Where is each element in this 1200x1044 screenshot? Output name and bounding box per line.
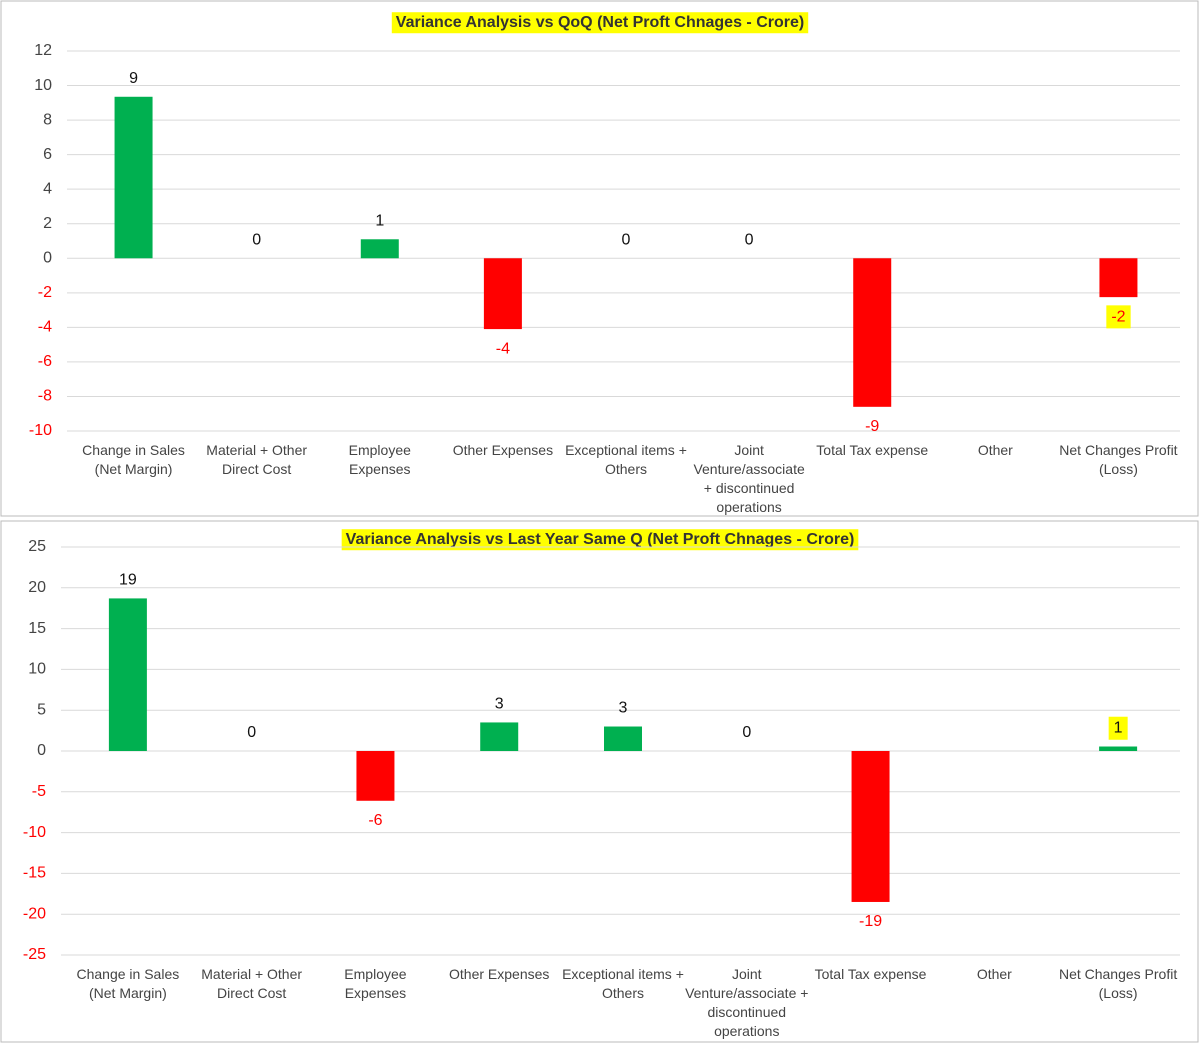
value-label: 0 [252, 231, 261, 248]
y-tick-label: 0 [37, 742, 46, 759]
bar [108, 598, 147, 751]
y-tick-label: 5 [37, 701, 46, 718]
bar [851, 751, 890, 902]
y-tick-label: -10 [23, 824, 46, 841]
bar [114, 96, 153, 259]
value-label: -4 [496, 340, 510, 357]
x-tick-label-box: Other Expenses [449, 966, 550, 982]
value-label: 0 [247, 724, 256, 741]
x-tick-label: Total Tax expense [814, 966, 927, 982]
bar [483, 258, 522, 330]
value-label: -9 [865, 418, 879, 435]
x-tick-label-box: Employee Expenses [344, 966, 407, 1001]
bar [480, 722, 519, 751]
value-label: 1 [1114, 720, 1123, 737]
y-tick-label: 2 [43, 215, 52, 232]
value-label: 9 [129, 70, 138, 87]
bar [360, 239, 399, 259]
x-tick-label-box: Material + Other Direct Cost [206, 442, 308, 477]
x-tick-label: Other [976, 966, 1012, 982]
y-tick-label: -20 [23, 905, 46, 922]
value-label: 3 [619, 700, 628, 717]
bar [1099, 746, 1138, 751]
value-label: -2 [1111, 308, 1125, 325]
x-tick-label: Other Expenses [452, 442, 554, 458]
x-tick-label-box: Joint Venture/associate + discontinued o… [693, 442, 805, 515]
x-tick-label: Change in Sales (Net Margin) [76, 966, 180, 1001]
x-tick-label: Material + Other Direct Cost [201, 966, 303, 1001]
bar [1099, 258, 1138, 298]
y-tick-label: 8 [43, 111, 52, 128]
y-tick-label: -5 [32, 783, 46, 800]
chart-title: Variance Analysis vs Last Year Same Q (N… [346, 531, 855, 548]
title-highlight [341, 529, 859, 551]
value-label-highlight [1108, 716, 1128, 740]
x-tick-label-box: Joint Venture/associate + discontinued o… [685, 966, 809, 1039]
x-tick-label-box: Employee Expenses [348, 442, 411, 477]
value-label: 1 [375, 212, 384, 229]
value-label: 0 [745, 231, 754, 248]
y-tick-label: 10 [28, 661, 46, 678]
y-tick-label: 10 [34, 77, 52, 94]
chart: Variance Analysis vs Last Year Same Q (N… [0, 520, 1199, 1043]
title-highlight [391, 12, 809, 34]
y-tick-label: -8 [38, 388, 52, 405]
y-tick-label: 20 [28, 579, 46, 596]
value-label: 0 [622, 231, 631, 248]
y-tick-label: 25 [28, 538, 46, 555]
y-tick-label: -6 [38, 353, 52, 370]
x-tick-label: Other [977, 442, 1013, 458]
x-tick-label-box: Net Changes Profit (Loss) [1058, 966, 1178, 1001]
x-tick-label: Exceptional items + Others [562, 966, 684, 1001]
y-tick-label: -15 [23, 865, 46, 882]
x-tick-label-box: Exceptional items + Others [562, 966, 684, 1001]
x-tick-label-box: Exceptional items + Others [565, 442, 687, 477]
x-tick-label-box: Change in Sales (Net Margin) [82, 442, 185, 477]
x-tick-label-box: Other Expenses [452, 442, 554, 458]
x-tick-label: Joint Venture/associate + discontinued o… [693, 442, 805, 515]
chart: Variance Analysis vs QoQ (Net Proft Chna… [0, 0, 1199, 517]
x-tick-label-box: Total Tax expense [816, 442, 929, 458]
x-tick-label: Employee Expenses [344, 966, 407, 1001]
value-label: 0 [742, 724, 751, 741]
bar [604, 726, 642, 751]
bar [853, 258, 892, 407]
value-label: 3 [495, 696, 504, 713]
x-tick-label: Joint Venture/associate + discontinued o… [685, 966, 809, 1039]
y-tick-label: 4 [43, 180, 52, 197]
x-tick-label-box: Material + Other Direct Cost [201, 966, 303, 1001]
x-tick-label: Other Expenses [449, 966, 550, 982]
chart-title: Variance Analysis vs QoQ (Net Proft Chna… [396, 14, 804, 31]
x-tick-label-box: Net Changes Profit (Loss) [1059, 442, 1178, 477]
x-tick-label: Exceptional items + Others [565, 442, 687, 477]
value-label: 19 [119, 572, 137, 589]
value-label-highlight [1106, 305, 1131, 329]
y-tick-label: -25 [23, 946, 46, 963]
y-tick-label: -4 [38, 319, 52, 336]
x-tick-label: Change in Sales (Net Margin) [82, 442, 185, 477]
x-tick-label-box: Total Tax expense [814, 966, 927, 982]
x-tick-label: Employee Expenses [348, 442, 411, 477]
y-tick-label: 12 [34, 42, 52, 59]
value-label: -6 [368, 812, 382, 829]
x-tick-label: Material + Other Direct Cost [206, 442, 308, 477]
x-tick-label: Net Changes Profit (Loss) [1058, 966, 1178, 1001]
x-tick-label: Total Tax expense [816, 442, 929, 458]
y-tick-label: -10 [29, 422, 52, 439]
value-label: -19 [859, 913, 882, 930]
y-tick-label: 6 [43, 146, 52, 163]
x-tick-label-box: Other [976, 966, 1012, 982]
bar [356, 751, 395, 801]
y-tick-label: 0 [43, 249, 52, 266]
chart-border [0, 520, 1199, 1043]
x-tick-label-box: Change in Sales (Net Margin) [76, 966, 180, 1001]
x-tick-label-box: Other [977, 442, 1013, 458]
y-tick-label: -2 [38, 284, 52, 301]
x-tick-label: Net Changes Profit (Loss) [1059, 442, 1178, 477]
y-tick-label: 15 [28, 620, 46, 637]
